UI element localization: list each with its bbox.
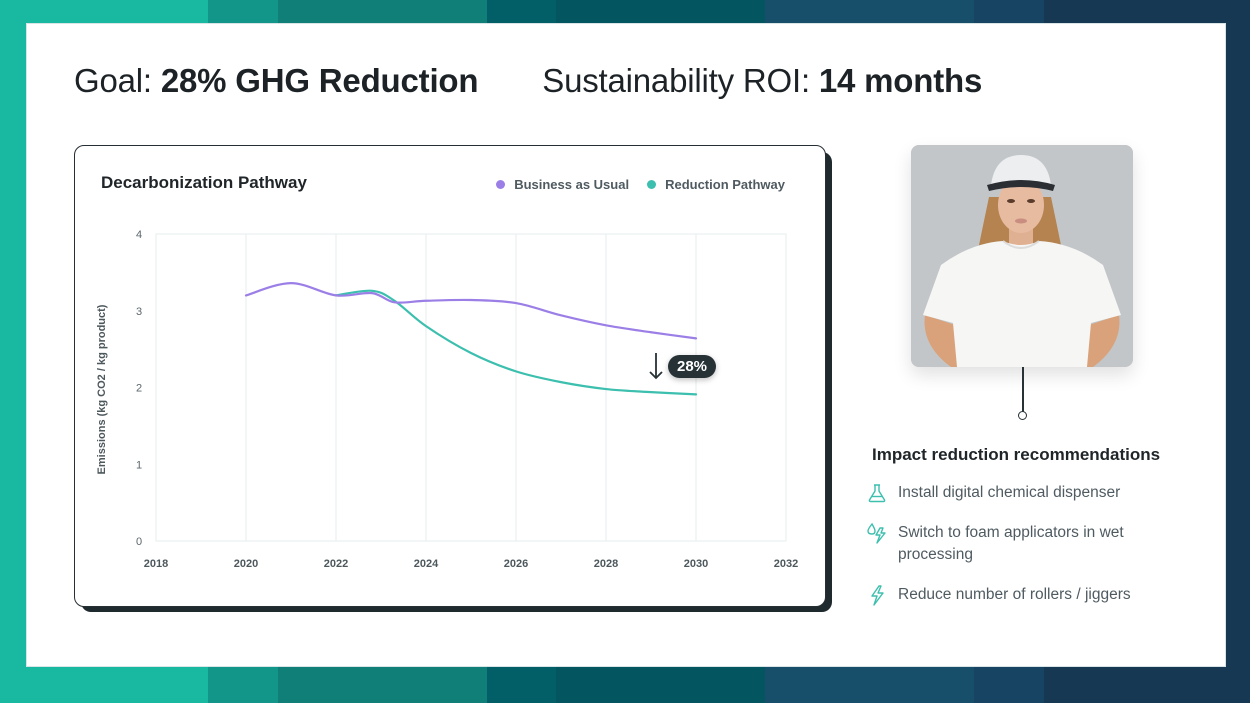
plot-frame xyxy=(155,233,787,542)
band-segment xyxy=(974,667,1044,703)
band-segment xyxy=(765,667,974,703)
arrow-down-icon xyxy=(649,353,663,380)
legend-label-bau: Business as Usual xyxy=(514,177,630,192)
legend-dot-reduction xyxy=(647,180,657,189)
band-segment xyxy=(974,0,1044,23)
reduction-badge: 28% xyxy=(668,354,717,378)
chart-title: Decarbonization Pathway xyxy=(101,173,307,192)
band-segment xyxy=(208,667,278,703)
reduction-callout: 28% xyxy=(648,351,717,381)
y-tick-label: 4 xyxy=(136,229,142,241)
background-left xyxy=(0,0,26,703)
x-tick-label: 2018 xyxy=(144,558,168,570)
band-segment xyxy=(1044,667,1250,703)
series-line-business-as-usual xyxy=(244,282,698,340)
recommendation-text: Install digital chemical dispenser xyxy=(898,484,1121,501)
roi-value: 14 months xyxy=(818,62,983,99)
recommendations-title: Impact reduction recommendations xyxy=(872,445,1161,464)
y-tick-label: 1 xyxy=(136,459,142,471)
background-right xyxy=(1226,0,1250,703)
band-segment xyxy=(278,667,487,703)
x-tick-label: 2028 xyxy=(594,558,618,570)
top-color-band xyxy=(0,0,1250,23)
x-tick-label: 2032 xyxy=(774,558,798,570)
goal-label: Goal: xyxy=(74,62,152,99)
legend-label-reduction: Reduction Pathway xyxy=(665,177,785,192)
x-tick-label: 2026 xyxy=(504,558,528,570)
recommendation-item: Install digital chemical dispenser xyxy=(866,482,1168,504)
band-segment xyxy=(556,0,765,23)
chart-legend: Business as Usual Reduction Pathway xyxy=(496,177,785,192)
roi-label: Sustainability ROI: xyxy=(542,62,810,99)
flask-icon xyxy=(868,484,886,503)
headline: Goal: 28% GHG Reduction Sustainability R… xyxy=(74,62,982,100)
photo-connector-line xyxy=(1022,367,1024,412)
x-tick-label: 2030 xyxy=(684,558,708,570)
y-axis-label: Emissions (kg CO2 / kg product) xyxy=(96,304,108,474)
recommendation-text: Reduce number of rollers / jiggers xyxy=(898,586,1131,603)
photo-connector-dot xyxy=(1018,411,1027,420)
bolt-icon xyxy=(871,585,884,606)
y-tick-label: 0 xyxy=(136,536,142,548)
series-line-reduction-pathway xyxy=(334,289,698,396)
recommendation-text: Switch to foam applicators in wet proces… xyxy=(898,524,1124,563)
y-tick-label: 3 xyxy=(136,306,142,318)
bottom-color-band xyxy=(0,667,1250,703)
x-tick-label: 2024 xyxy=(414,558,439,570)
band-segment xyxy=(1044,0,1250,23)
legend-item-reduction[interactable]: Reduction Pathway xyxy=(647,177,785,192)
band-segment xyxy=(0,0,208,23)
band-segment xyxy=(556,667,765,703)
line-chart: 2018 2020 2022 2024 2026 2028 2030 2032 0 1 2 3 4 Emi… xyxy=(96,229,798,570)
recommendation-item: Switch to foam applicators in wet proces… xyxy=(866,522,1168,566)
chart-card: Decarbonization Pathway Business as Usua… xyxy=(74,145,826,607)
band-segment xyxy=(0,667,208,703)
band-segment xyxy=(208,0,278,23)
x-tick-label: 2022 xyxy=(324,558,348,570)
band-segment xyxy=(278,0,487,23)
recommendation-item: Reduce number of rollers / jiggers xyxy=(866,584,1168,606)
band-segment xyxy=(765,0,974,23)
droplet-bolt-icon xyxy=(867,522,886,544)
band-segment xyxy=(487,0,556,23)
goal-value: 28% GHG Reduction xyxy=(160,62,479,99)
person-photo xyxy=(911,145,1133,367)
legend-item-bau[interactable]: Business as Usual xyxy=(496,177,629,192)
band-segment xyxy=(487,667,556,703)
legend-dot-bau xyxy=(496,180,506,189)
person-illustration xyxy=(911,145,1133,367)
y-tick-label: 2 xyxy=(136,383,142,395)
x-tick-label: 2020 xyxy=(234,558,258,570)
